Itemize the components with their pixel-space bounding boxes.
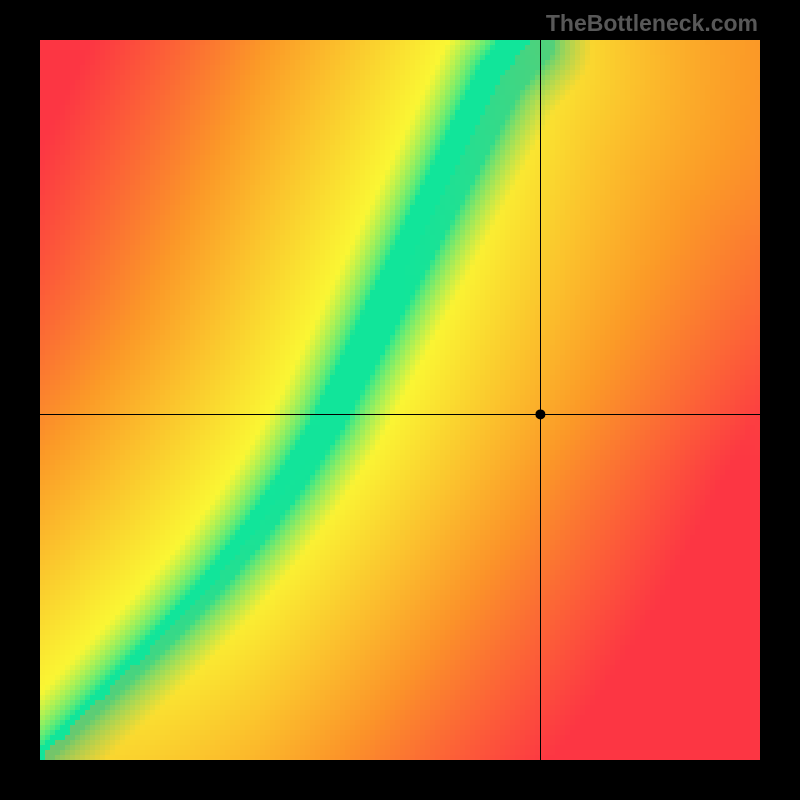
watermark-text: TheBottleneck.com [546,10,758,37]
chart-root: TheBottleneck.com [0,0,800,800]
crosshair-overlay-canvas [0,0,800,800]
